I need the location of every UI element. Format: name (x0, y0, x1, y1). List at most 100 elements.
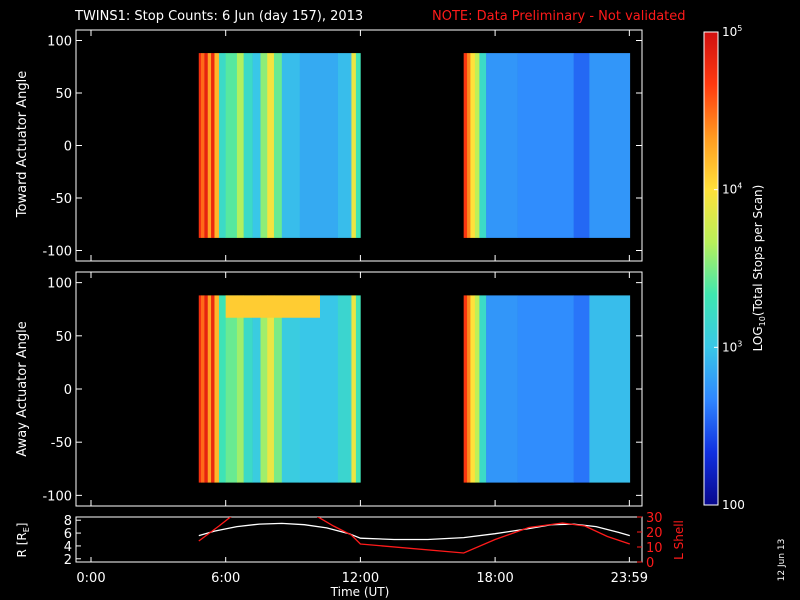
heatmap-column (281, 53, 301, 238)
heatmap-column (351, 53, 357, 238)
r-tick-label: 2 (64, 553, 72, 568)
heatmap-column (517, 53, 574, 238)
time-tick-label: 0:00 (76, 571, 105, 586)
colorbar-tick-label: 105 (722, 24, 742, 39)
heatmap-column (281, 295, 301, 483)
heatmap-column (355, 53, 361, 238)
heatmap-column (351, 295, 357, 483)
time-tick-label: 6:00 (211, 571, 240, 586)
heatmap-column (218, 295, 226, 483)
heatmap-column (337, 295, 352, 483)
r-tick-label: 4 (64, 540, 72, 555)
heatmap-column (207, 295, 212, 483)
orbit-plot-frame (75, 516, 643, 563)
heatmap-column (260, 53, 268, 238)
heatmap-column (467, 295, 471, 483)
colorbar-tick-label: 100 (722, 498, 745, 512)
colorbar (703, 31, 719, 506)
lshell-tick-label: 0 (646, 556, 654, 571)
y-tick-label: 50 (55, 87, 72, 102)
date-stamp: 12 Jun 13 (777, 539, 787, 582)
y-tick-label: 100 (47, 35, 72, 50)
heatmap-column (252, 295, 261, 483)
heatmap-column (225, 53, 238, 238)
heatmap-column (267, 295, 275, 483)
heatmap-column (211, 53, 215, 238)
time-tick-label: 12:00 (342, 571, 379, 586)
heatmap-column (573, 295, 590, 483)
heatmap-column (198, 295, 202, 483)
y-tick-label: -100 (42, 489, 72, 504)
heatmap-column (337, 53, 352, 238)
colorbar-tick-label: 103 (722, 339, 742, 354)
heatmap-column (355, 295, 361, 483)
heatmap-column (201, 53, 205, 238)
heatmap-column (273, 295, 283, 483)
heatmap-column (252, 53, 261, 238)
y-tick-label: 0 (64, 140, 72, 155)
heatmap-column (470, 53, 476, 238)
y-tick-label: 50 (55, 330, 72, 345)
heatmap-column (211, 295, 215, 483)
time-tick-label: 23:59 (611, 571, 648, 586)
lshell-tick-label: 20 (646, 526, 663, 541)
heatmap-column (467, 53, 471, 238)
y-tick-label: 100 (47, 277, 72, 292)
heatmap-column (474, 53, 480, 238)
heatmap-column (463, 295, 468, 483)
toward-y-axis-label: Toward Actuator Angle (15, 71, 30, 218)
y-tick-label: -50 (51, 436, 72, 451)
heatmap-column (573, 53, 590, 238)
heatmap-column (243, 295, 253, 483)
heatmap-column (299, 295, 339, 483)
heatmap-column (198, 53, 202, 238)
heatmap-column (236, 295, 244, 483)
heatmap-column (218, 53, 226, 238)
away-heatmap (198, 295, 631, 483)
time-axis-label: Time (UT) (330, 585, 390, 599)
heatmap-column (486, 53, 518, 238)
heatmap-band (225, 295, 320, 318)
lshell-tick-label: 30 (646, 511, 663, 526)
heatmap-column (214, 295, 220, 483)
heatmap-column (260, 295, 268, 483)
lshell-series-line (198, 517, 631, 554)
heatmap-column (225, 295, 238, 483)
heatmap-column (474, 295, 480, 483)
y-tick-label: -50 (51, 192, 72, 207)
heatmap-column (463, 53, 468, 238)
heatmap-column (486, 295, 518, 483)
chart-title: TWINS1: Stop Counts: 6 Jun (day 157), 20… (74, 9, 363, 24)
heatmap-column (243, 53, 253, 238)
colorbar-label: LOG10(Total Stops per Scan) (751, 185, 767, 352)
heatmap-column (479, 295, 487, 483)
heatmap-column (267, 53, 275, 238)
heatmap-column (214, 53, 220, 238)
heatmap-column (479, 53, 487, 238)
r-tick-label: 8 (64, 514, 72, 529)
time-tick-label: 18:00 (476, 571, 513, 586)
heatmap-column (273, 53, 283, 238)
r-axis-label: R [RE] (15, 523, 31, 558)
heatmap-column (201, 295, 205, 483)
heatmap-column (470, 295, 476, 483)
preliminary-note: NOTE: Data Preliminary - Not validated (432, 9, 686, 24)
heatmap-column (299, 53, 339, 238)
r-tick-label: 6 (64, 527, 72, 542)
heatmap-column (517, 295, 574, 483)
lshell-tick-label: 10 (646, 541, 663, 556)
y-tick-label: 0 (64, 383, 72, 398)
heatmap-column (207, 53, 212, 238)
r-series-line (198, 522, 630, 541)
lshell-axis-label: L Shell (672, 520, 686, 560)
heatmap-column (204, 53, 209, 238)
heatmap-column (589, 295, 631, 483)
y-tick-label: -100 (42, 245, 72, 260)
heatmap-column (589, 53, 631, 238)
away-y-axis-label: Away Actuator Angle (15, 321, 30, 456)
colorbar-tick-label: 104 (722, 182, 742, 197)
heatmap-column (204, 295, 209, 483)
heatmap-column (236, 53, 244, 238)
toward-heatmap (198, 53, 631, 238)
